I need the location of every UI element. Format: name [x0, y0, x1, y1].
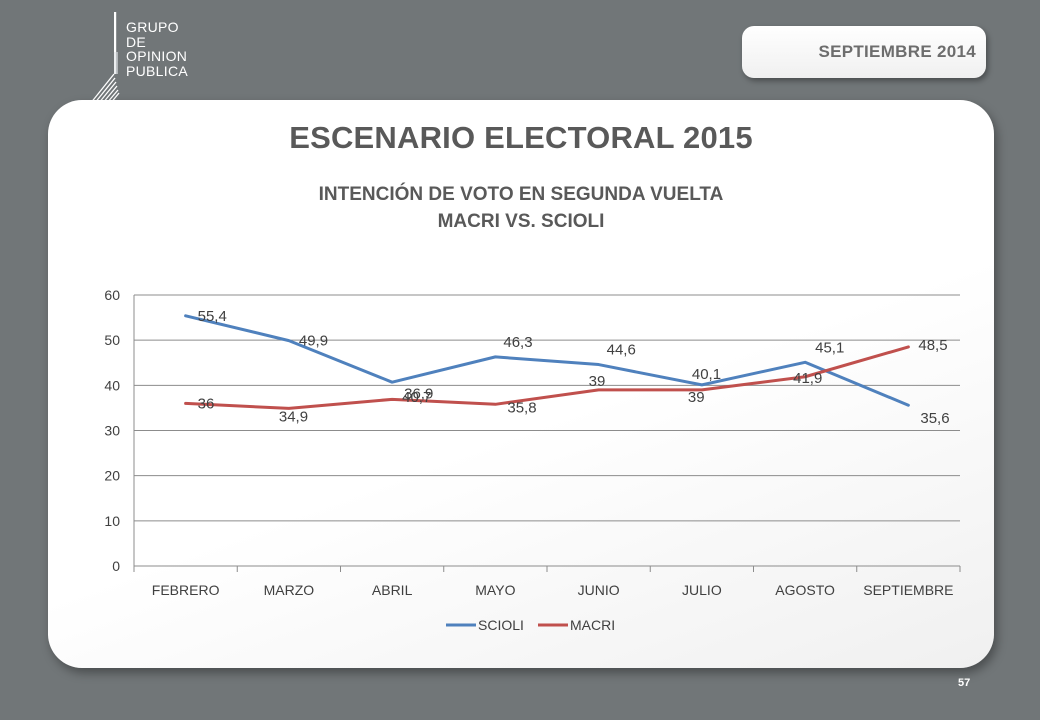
- y-tick-label: 40: [104, 377, 120, 393]
- data-label: 46,3: [503, 334, 532, 351]
- data-label: 34,9: [279, 408, 308, 425]
- data-label: 40,7: [402, 389, 431, 406]
- data-label: 49,9: [299, 333, 328, 350]
- x-tick-label: JULIO: [682, 582, 722, 598]
- y-tick-label: 30: [104, 423, 120, 439]
- data-label: 48,5: [918, 337, 947, 354]
- y-tick-label: 50: [104, 332, 120, 348]
- x-tick-label: MAYO: [475, 582, 515, 598]
- y-tick-label: 20: [104, 468, 120, 484]
- logo-line-2: DE: [126, 33, 147, 50]
- x-tick-label: AGOSTO: [775, 582, 835, 598]
- y-tick-label: 10: [104, 513, 120, 529]
- series-line-macri: [184, 345, 910, 410]
- data-label: 36: [198, 395, 215, 412]
- x-tick-label: JUNIO: [578, 582, 620, 598]
- chart-title: INTENCIÓN DE VOTO EN SEGUNDA VUELTA: [318, 184, 724, 205]
- data-label: 55,4: [198, 308, 227, 325]
- logo-line-4: PUBLICA: [126, 62, 189, 79]
- chart-subtitle: MACRI VS. SCIOLI: [437, 211, 605, 232]
- data-label: 41,9: [793, 370, 822, 387]
- page-number: 57: [958, 677, 971, 689]
- x-tick-label: MARZO: [264, 582, 315, 598]
- data-label: 39: [688, 389, 705, 406]
- legend-label: SCIOLI: [478, 617, 524, 633]
- y-tick-label: 60: [104, 287, 120, 303]
- date-badge: SEPTIEMBRE 2014: [742, 26, 986, 78]
- logo-line-1: GRUPO: [126, 19, 179, 35]
- x-tick-label: SEPTIEMBRE: [863, 582, 953, 598]
- data-label: 35,8: [507, 399, 536, 416]
- y-tick-label: 0: [112, 558, 120, 574]
- series-line-scioli: [184, 314, 910, 407]
- data-label: 39: [589, 373, 606, 390]
- data-label: 36,9: [404, 385, 433, 402]
- logo-wordmark: GRUPO DE OPINION PUBLICA: [126, 20, 188, 78]
- data-label: 35,6: [920, 410, 949, 427]
- content-card: [48, 100, 994, 668]
- x-tick-label: ABRIL: [372, 582, 413, 598]
- legend-label: MACRI: [570, 617, 615, 633]
- data-label: 45,1: [815, 339, 844, 356]
- page-title: ESCENARIO ELECTORAL 2015: [289, 120, 753, 155]
- data-label: 44,6: [607, 342, 636, 359]
- x-tick-label: FEBRERO: [152, 582, 220, 598]
- logo-line-3: OPINION: [126, 48, 188, 64]
- data-label: 40,1: [692, 366, 721, 383]
